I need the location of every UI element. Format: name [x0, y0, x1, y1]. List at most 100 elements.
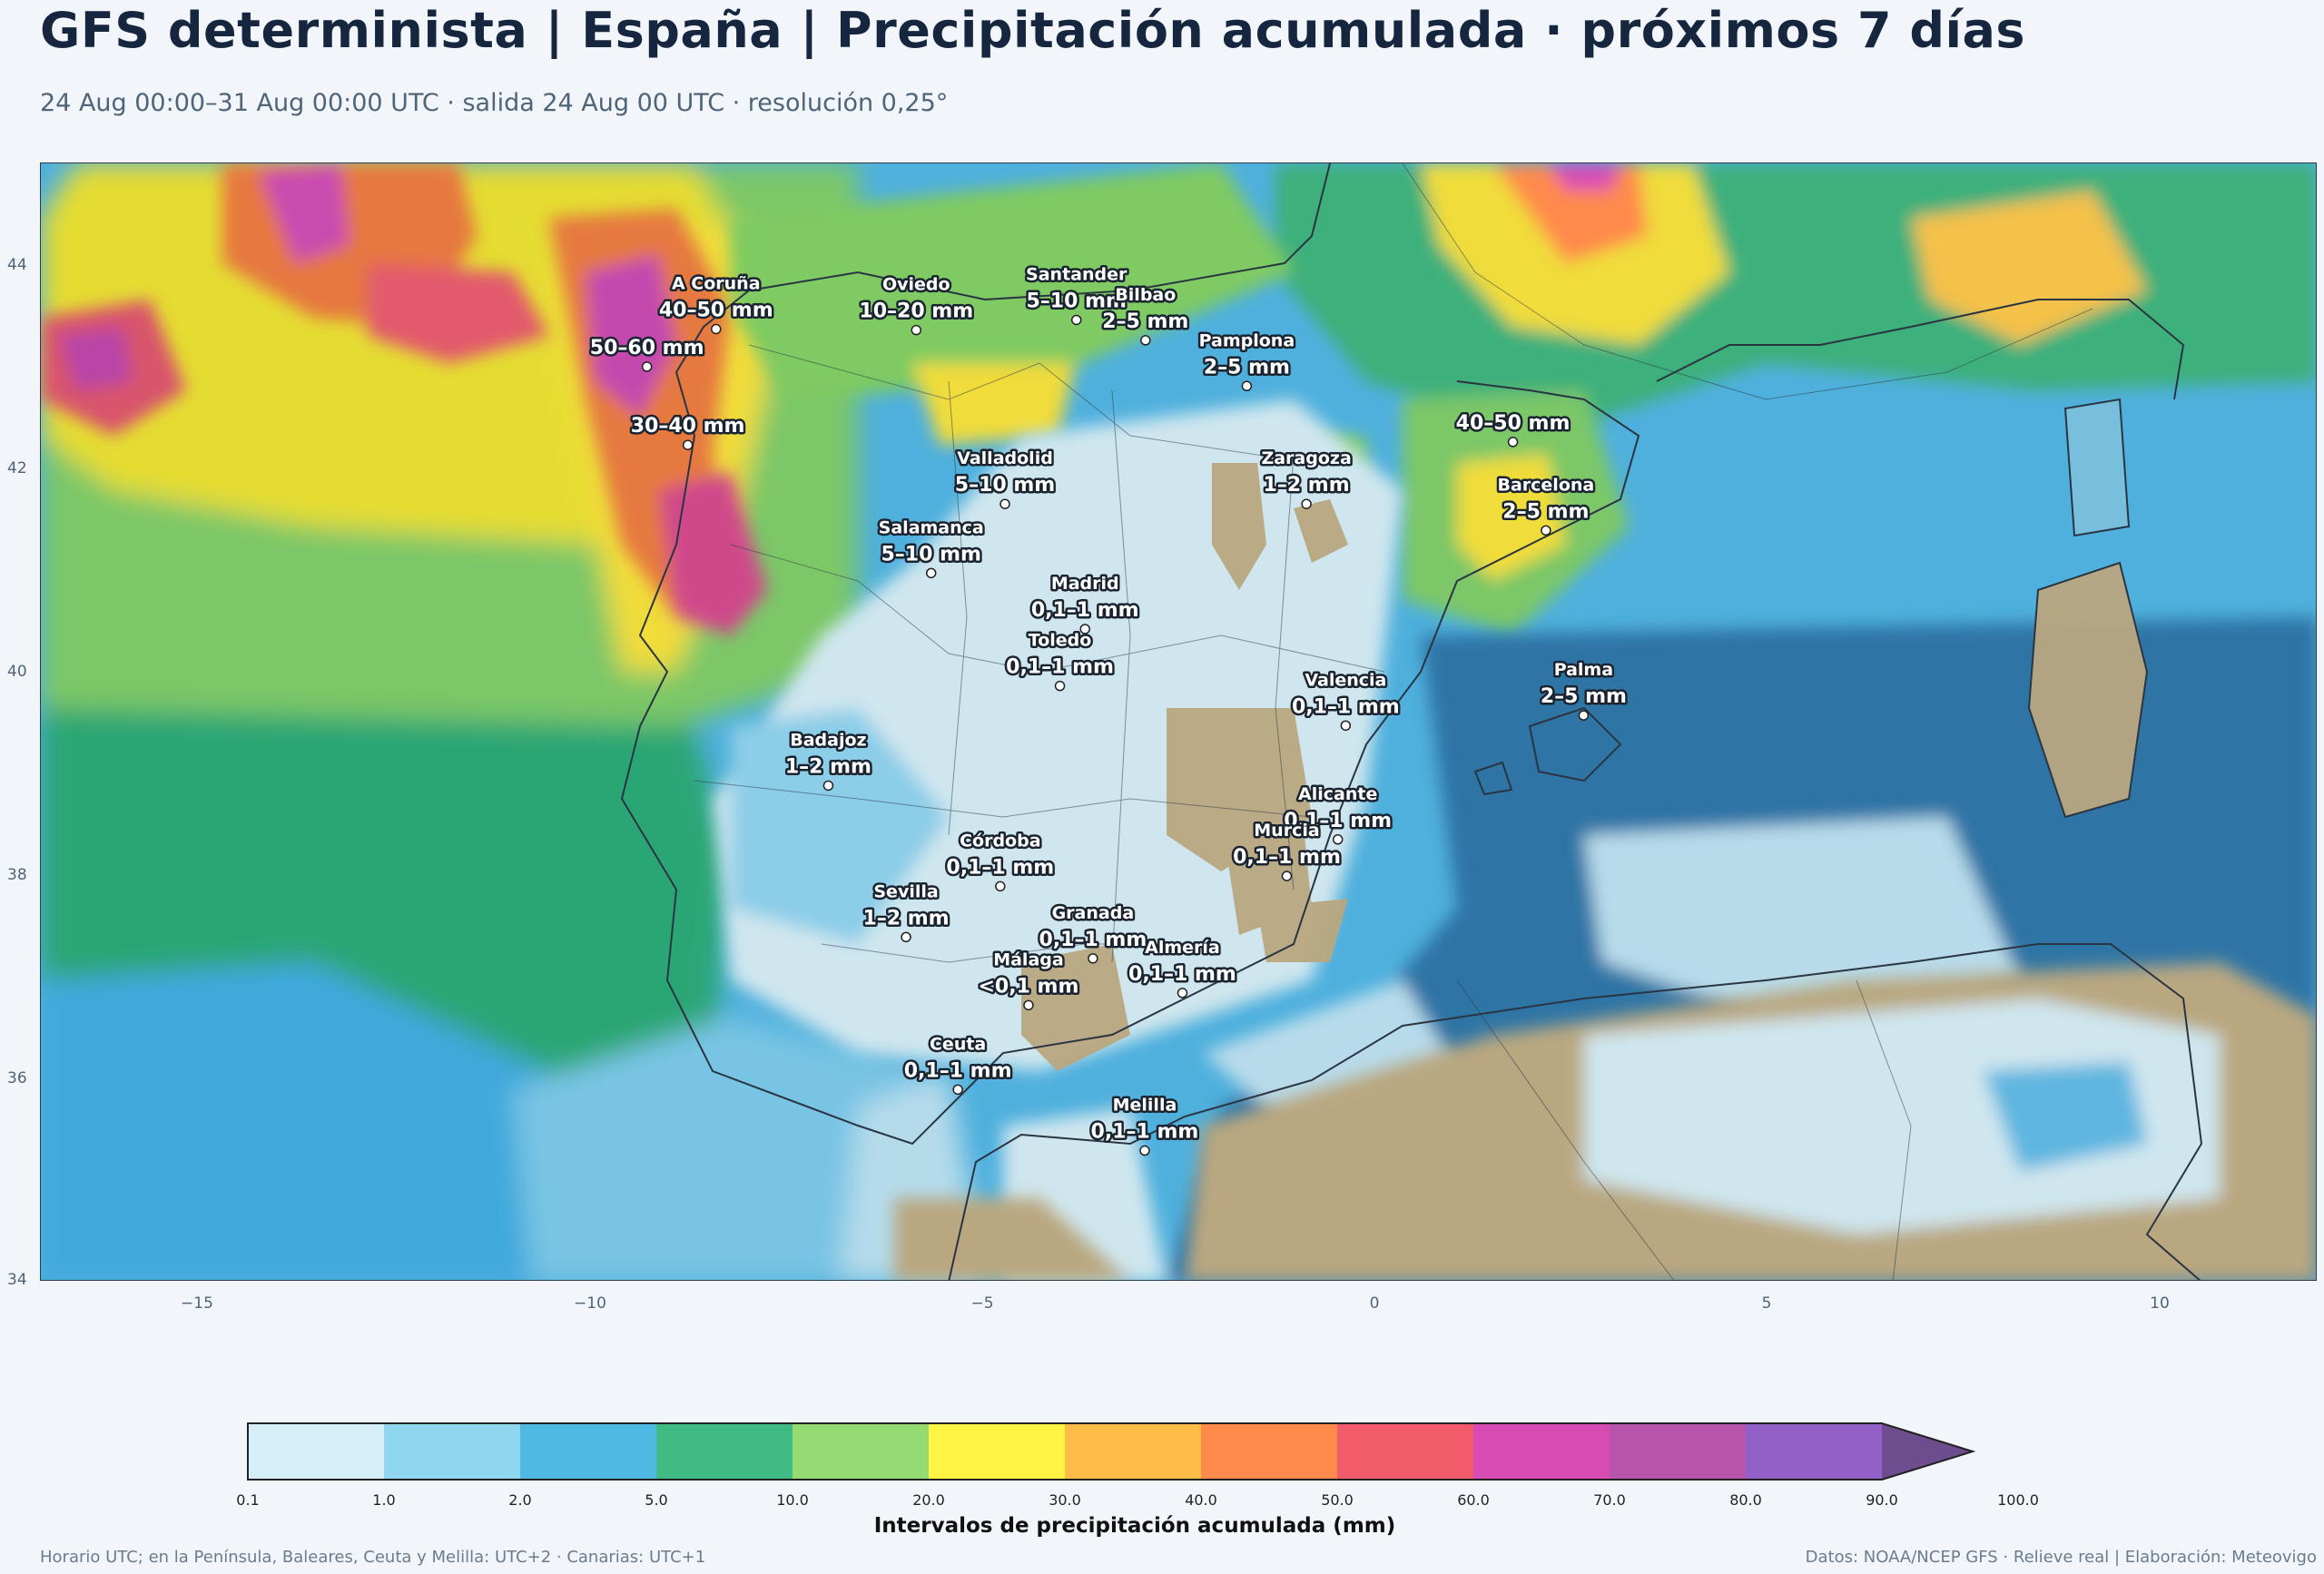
precip-field-north [731, 163, 2316, 635]
city-name-label: Ceuta [930, 1034, 986, 1054]
y-tick-label: 36 [7, 1069, 27, 1087]
city-dot [1578, 710, 1590, 721]
city-value-label: 2–5 mm [1502, 500, 1589, 523]
city-value-label: 5–10 mm [955, 474, 1055, 497]
coastlines [620, 163, 2203, 1280]
city-marker: Granada 0,1–1 mm [1037, 900, 1149, 964]
colorbar-tick-label: 0.1 [236, 1491, 260, 1509]
colorbar-segment [1065, 1423, 1201, 1480]
city-dot [952, 1084, 963, 1096]
city-marker: Zaragoza 1–2 mm [1259, 447, 1354, 509]
city-marker: Madrid 0,1–1 mm [1029, 571, 1141, 635]
city-name-label: Melilla [1113, 1096, 1177, 1116]
colorbar-label: Intervalos de precipitación acumulada (m… [873, 1514, 1396, 1538]
colorbar-tick-label: 80.0 [1729, 1491, 1762, 1509]
colorbar-segment [793, 1423, 929, 1480]
y-tick-label: 44 [7, 256, 27, 274]
city-marker: Palma 2–5 mm [1538, 658, 1629, 721]
y-tick-label: 40 [7, 663, 27, 681]
city-value-label: 2–5 mm [1102, 310, 1188, 333]
city-name-label: Pamplona [1199, 330, 1295, 350]
city-value-label: 0,1–1 mm [1284, 810, 1392, 832]
city-marker: Melilla 0,1–1 mm [1088, 1093, 1201, 1156]
city-marker: Sevilla 1–2 mm [861, 880, 951, 943]
city-name-label: Badajoz [790, 730, 866, 750]
colorbar-tick-label: 50.0 [1321, 1491, 1354, 1509]
city-name-label: Córdoba [960, 831, 1040, 851]
city-value-label: 0,1–1 mm [1031, 599, 1139, 622]
city-value-label: 5–10 mm [1026, 290, 1126, 312]
city-marker: Pamplona 2–5 mm [1196, 329, 1297, 392]
city-dot [1054, 680, 1066, 692]
city-marker: Oviedo 10–20 mm [857, 272, 976, 336]
colorbar-tick-label: 40.0 [1185, 1491, 1217, 1509]
colorbar [247, 1422, 2117, 1481]
city-value-label: 1–2 mm [785, 755, 872, 778]
city-name-label: Oviedo [882, 275, 950, 295]
city-dot [1070, 314, 1082, 326]
colorbar-extend-arrow [1882, 1423, 1973, 1480]
y-tick-label: 34 [7, 1271, 27, 1289]
city-marker: 30–40 mm [628, 413, 747, 450]
city-marker: Salamanca 5–10 mm [876, 516, 986, 579]
city-dot [1177, 988, 1188, 999]
city-dot [901, 931, 911, 943]
city-dot [1340, 720, 1352, 732]
city-dot [1301, 498, 1312, 509]
city-dot [1140, 335, 1151, 346]
colorbar-tick-label: 60.0 [1457, 1491, 1490, 1509]
colorbar-segment [1337, 1423, 1473, 1480]
city-value-label: 5–10 mm [881, 543, 980, 566]
city-value-label: 1–2 mm [1264, 474, 1350, 497]
colorbar-tick-label: 1.0 [372, 1491, 396, 1509]
city-dot [925, 567, 937, 579]
colorbar-tick-label: 2.0 [508, 1491, 532, 1509]
city-value-label: 2–5 mm [1204, 356, 1290, 379]
x-tick-label: 10 [2150, 1294, 2170, 1313]
city-name-label: Alicante [1298, 784, 1377, 804]
x-tick-label: 0 [1369, 1294, 1380, 1313]
city-marker: Alicante 0,1–1 mm [1282, 782, 1394, 845]
city-name-label: Valladolid [957, 448, 1053, 468]
colorbar-segment [520, 1423, 656, 1480]
city-marker: Valladolid 5–10 mm [952, 447, 1058, 509]
city-dot [641, 361, 653, 372]
city-name-label: Almería [1145, 938, 1220, 958]
colorbar-segment [248, 1423, 384, 1480]
city-value-label: 0,1–1 mm [1091, 1121, 1199, 1144]
city-marker: Toledo 0,1–1 mm [1004, 628, 1116, 692]
city-name-label: A Coruña [672, 274, 761, 294]
city-dot [1079, 624, 1090, 635]
city-marker: Badajoz 1–2 mm [783, 728, 873, 792]
city-value-label: <0,1 mm [978, 975, 1078, 998]
city-marker: Valencia 0,1–1 mm [1289, 668, 1402, 732]
colorbar-outline [247, 1422, 1976, 1481]
city-labels-layer: A Coruña 40–50 mm Oviedo 10–20 mm Santander 5… [587, 262, 1629, 1156]
x-tick-label: −15 [181, 1294, 213, 1313]
city-name-label: Málaga [993, 949, 1063, 969]
colorbar-tick-label: 30.0 [1049, 1491, 1081, 1509]
city-marker: Córdoba 0,1–1 mm [944, 829, 1057, 892]
x-tick-label: −10 [574, 1294, 606, 1313]
city-marker: Bilbao 2–5 mm [1100, 282, 1191, 346]
city-dot [1088, 953, 1098, 964]
city-name-label: Toledo [1029, 631, 1092, 651]
region-borders [694, 163, 2093, 1280]
city-value-label: 1–2 mm [862, 907, 949, 930]
city-dot [822, 780, 834, 792]
city-value-label: 40–50 mm [659, 300, 773, 322]
city-marker: A Coruña 40–50 mm [656, 271, 775, 335]
city-value-label: 0,1–1 mm [1128, 963, 1236, 986]
colorbar-tick-label: 70.0 [1593, 1491, 1626, 1509]
colorbar-graphic [247, 1422, 1976, 1481]
colorbar-tick-label: 10.0 [776, 1491, 809, 1509]
precip-field-heavy [41, 163, 767, 635]
footer-credits: Datos: NOAA/NCEP GFS · Relieve real | El… [1805, 1548, 2317, 1567]
city-marker: 40–50 mm [1453, 409, 1572, 448]
city-dot [995, 880, 1006, 892]
y-tick-label: 42 [7, 459, 27, 477]
city-value-label: 2–5 mm [1541, 685, 1627, 708]
precipitation-map: A Coruña 40–50 mm Oviedo 10–20 mm Santander 5… [40, 162, 2317, 1281]
city-dot [1541, 525, 1551, 536]
colorbar-segment [1746, 1423, 1882, 1480]
